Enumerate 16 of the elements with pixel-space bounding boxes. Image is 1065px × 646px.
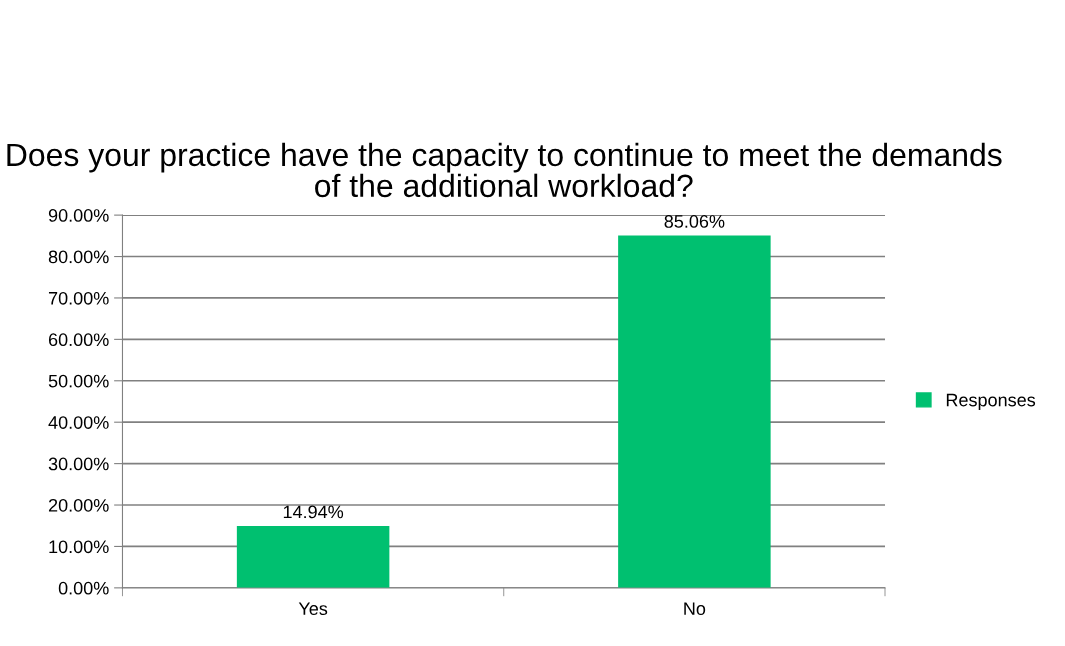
y-tick-label: 60.00% <box>48 333 109 347</box>
y-tick-label: 0.00% <box>58 581 109 595</box>
y-tick-label: 40.00% <box>48 416 109 429</box>
chart-title: Does your practice have the capacity to continue to meet the demands of the additional workload? <box>7 142 1002 198</box>
y-tick-label: 10.00% <box>49 540 109 554</box>
y-tick-label: 30.00% <box>48 457 109 471</box>
x-tick-label: Yes <box>298 602 328 616</box>
y-tick-label: 80.00% <box>48 250 109 264</box>
x-tick-label: No <box>684 602 706 616</box>
y-tick-label: 50.00% <box>48 374 109 388</box>
y-tick-label: 70.00% <box>48 291 109 305</box>
legend-label: Responses <box>946 393 1036 410</box>
data-label: 14.94% <box>283 505 344 519</box>
y-tick-label: 90.00% <box>48 209 109 222</box>
y-tick-label: 20.00% <box>48 498 109 512</box>
data-label: 85.06% <box>664 215 725 228</box>
